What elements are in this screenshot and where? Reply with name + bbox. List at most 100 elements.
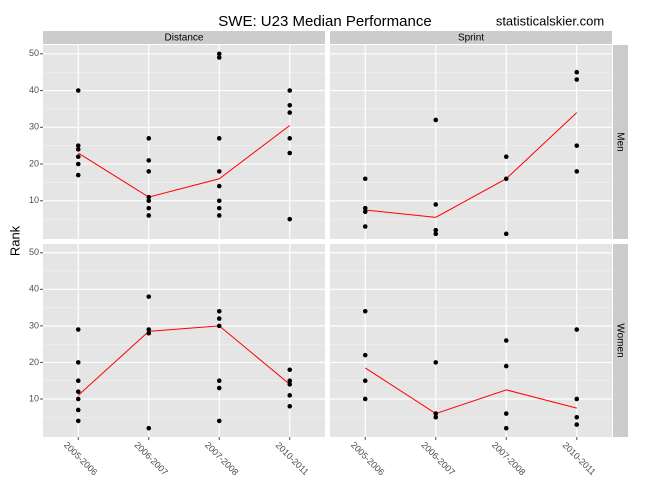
point [75,172,81,178]
point [574,69,580,75]
point [503,231,509,237]
point [216,323,222,329]
y-tick-label: 10 [29,393,39,403]
point [216,51,222,57]
strip-label: Women [614,323,625,357]
y-tick-label: 20 [29,158,39,168]
point [362,224,368,229]
point [146,330,152,336]
point [503,411,509,416]
x-tick-label: 2005-2006 [62,440,100,478]
point [503,176,509,182]
strip-label: Men [614,132,625,151]
point [216,136,222,141]
point [433,227,439,233]
point [75,143,81,148]
point [75,418,81,424]
point [287,110,293,115]
point [216,213,222,218]
point [287,382,293,387]
point [433,202,439,207]
source: statisticalskier.com [496,13,604,28]
point [287,403,293,409]
median-line [365,112,578,218]
point [146,327,152,332]
point [433,360,439,365]
median-line [77,325,291,396]
y-tick-label: 50 [29,48,39,58]
point [433,117,439,123]
point [75,154,81,159]
point [75,161,81,167]
point [287,88,293,93]
strip [330,31,612,44]
point [216,418,222,424]
point [287,216,293,222]
strip [613,244,628,437]
point [362,205,368,211]
point [503,363,509,369]
point [75,396,81,402]
panel-background [43,45,325,239]
point [75,88,81,93]
point [287,150,293,156]
point [574,327,580,332]
point [146,213,152,218]
point [216,378,222,384]
x-tick-label: 2005-2006 [349,440,387,478]
point [216,169,222,174]
point [216,385,222,391]
point [75,378,81,384]
point [216,198,222,204]
point [146,194,152,200]
strip-label: Distance [165,33,204,44]
y-tick-label: 20 [29,357,39,367]
y-tick-label: 40 [29,85,39,95]
median-line [77,125,291,198]
x-tick-label: 2010-2011 [274,440,311,477]
point [362,308,368,314]
point [503,425,509,431]
y-tick-label: 10 [29,195,39,205]
point [75,360,81,365]
x-tick-label: 2007-2008 [490,440,528,478]
point [75,407,81,413]
point [216,205,222,211]
point [146,205,152,211]
panel-background [330,45,612,239]
point [287,367,293,373]
point [216,55,222,60]
point [75,147,81,152]
point [433,231,439,237]
point [433,414,439,420]
point [75,327,81,332]
y-tick-label: 30 [29,122,39,132]
panel-background [43,244,325,437]
point [362,352,368,358]
y-tick-label: 40 [29,284,39,294]
point [503,154,509,159]
point [433,411,439,416]
point [146,136,152,141]
point [146,198,152,204]
point [574,77,580,82]
point [362,378,368,384]
point [287,393,293,398]
point [503,338,509,343]
chart-title: SWE: U23 Median Performance [218,13,431,30]
point [146,169,152,174]
x-tick-label: 2006-2007 [419,440,457,478]
point [287,378,293,384]
point [287,102,293,108]
strip [43,31,325,44]
y-tick-label: 50 [29,247,39,257]
x-tick-label: 2007-2008 [203,440,241,478]
point [362,209,368,215]
point [574,169,580,174]
panel-background [330,244,612,437]
strip-label: Sprint [458,33,484,44]
point [574,422,580,427]
x-tick-label: 2006-2007 [132,440,170,478]
point [146,425,152,431]
point [146,158,152,163]
